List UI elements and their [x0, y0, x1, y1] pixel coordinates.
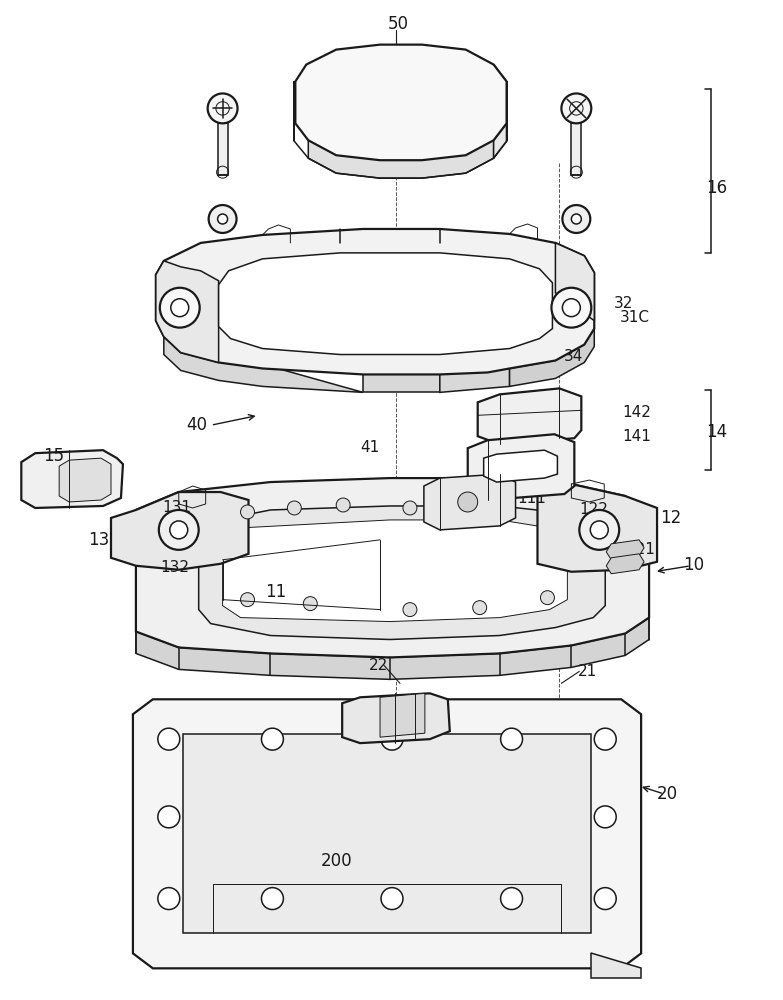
Polygon shape [478, 388, 581, 444]
Text: 40: 40 [186, 416, 207, 434]
Polygon shape [424, 474, 515, 530]
Circle shape [207, 93, 237, 123]
Text: 142: 142 [622, 405, 651, 420]
Circle shape [403, 501, 417, 515]
Circle shape [208, 205, 236, 233]
Text: 122: 122 [579, 502, 608, 517]
Polygon shape [606, 554, 644, 574]
Circle shape [458, 492, 478, 512]
Circle shape [594, 888, 616, 910]
Polygon shape [493, 123, 507, 158]
Circle shape [240, 593, 254, 607]
Polygon shape [380, 693, 425, 737]
Polygon shape [199, 506, 605, 640]
Circle shape [551, 288, 591, 328]
Circle shape [262, 888, 283, 910]
Text: 32: 32 [614, 296, 633, 311]
Polygon shape [60, 458, 111, 502]
Circle shape [218, 214, 228, 224]
Circle shape [240, 505, 254, 519]
Circle shape [594, 728, 616, 750]
Polygon shape [467, 434, 575, 500]
Polygon shape [136, 618, 649, 679]
Text: 22: 22 [369, 658, 388, 673]
Circle shape [158, 728, 180, 750]
Polygon shape [484, 450, 557, 482]
Text: 50: 50 [388, 15, 409, 33]
Circle shape [590, 521, 608, 539]
Text: 21: 21 [578, 664, 597, 679]
Polygon shape [309, 140, 493, 178]
Polygon shape [164, 337, 363, 392]
Circle shape [303, 597, 317, 611]
Polygon shape [440, 368, 510, 392]
Circle shape [453, 499, 467, 513]
Circle shape [160, 288, 200, 328]
Polygon shape [156, 229, 594, 374]
Polygon shape [572, 123, 581, 175]
Polygon shape [342, 693, 449, 743]
Polygon shape [156, 261, 218, 362]
Text: 121: 121 [626, 542, 655, 557]
Circle shape [381, 728, 403, 750]
Polygon shape [537, 484, 657, 572]
Polygon shape [136, 478, 649, 657]
Circle shape [336, 498, 350, 512]
Polygon shape [133, 699, 641, 968]
Polygon shape [606, 540, 644, 560]
Text: 31C: 31C [620, 310, 650, 325]
Circle shape [403, 603, 417, 617]
Text: 12: 12 [660, 509, 682, 527]
Circle shape [473, 601, 487, 615]
Circle shape [500, 728, 522, 750]
Text: 14: 14 [706, 423, 727, 441]
Text: 141: 141 [622, 429, 651, 444]
Circle shape [170, 521, 188, 539]
Text: 132: 132 [161, 560, 189, 575]
Circle shape [579, 510, 619, 550]
Text: 11: 11 [265, 583, 286, 601]
Polygon shape [493, 65, 507, 99]
Text: 10: 10 [684, 556, 705, 574]
Polygon shape [182, 734, 591, 933]
Circle shape [171, 299, 189, 317]
Circle shape [561, 93, 591, 123]
Polygon shape [295, 45, 507, 160]
Text: 15: 15 [42, 447, 63, 465]
Circle shape [158, 806, 180, 828]
Text: 41: 41 [360, 440, 380, 455]
Polygon shape [222, 520, 568, 622]
Text: 131: 131 [162, 500, 191, 515]
Polygon shape [218, 253, 553, 355]
Polygon shape [363, 374, 440, 392]
Circle shape [562, 299, 580, 317]
Circle shape [262, 728, 283, 750]
Text: 20: 20 [656, 785, 677, 803]
Circle shape [572, 214, 581, 224]
Polygon shape [21, 450, 123, 508]
Circle shape [381, 888, 403, 910]
Circle shape [594, 806, 616, 828]
Polygon shape [591, 953, 641, 978]
Circle shape [562, 205, 590, 233]
Circle shape [158, 888, 180, 910]
Circle shape [500, 888, 522, 910]
Text: 200: 200 [320, 852, 352, 870]
Polygon shape [510, 329, 594, 386]
Polygon shape [218, 123, 228, 175]
Circle shape [540, 591, 554, 605]
Circle shape [159, 510, 199, 550]
Polygon shape [111, 492, 248, 570]
Text: 13: 13 [88, 531, 110, 549]
Polygon shape [555, 243, 594, 321]
Text: 16: 16 [706, 179, 727, 197]
Text: 34: 34 [564, 349, 583, 364]
Text: 111: 111 [517, 491, 546, 506]
Circle shape [287, 501, 301, 515]
